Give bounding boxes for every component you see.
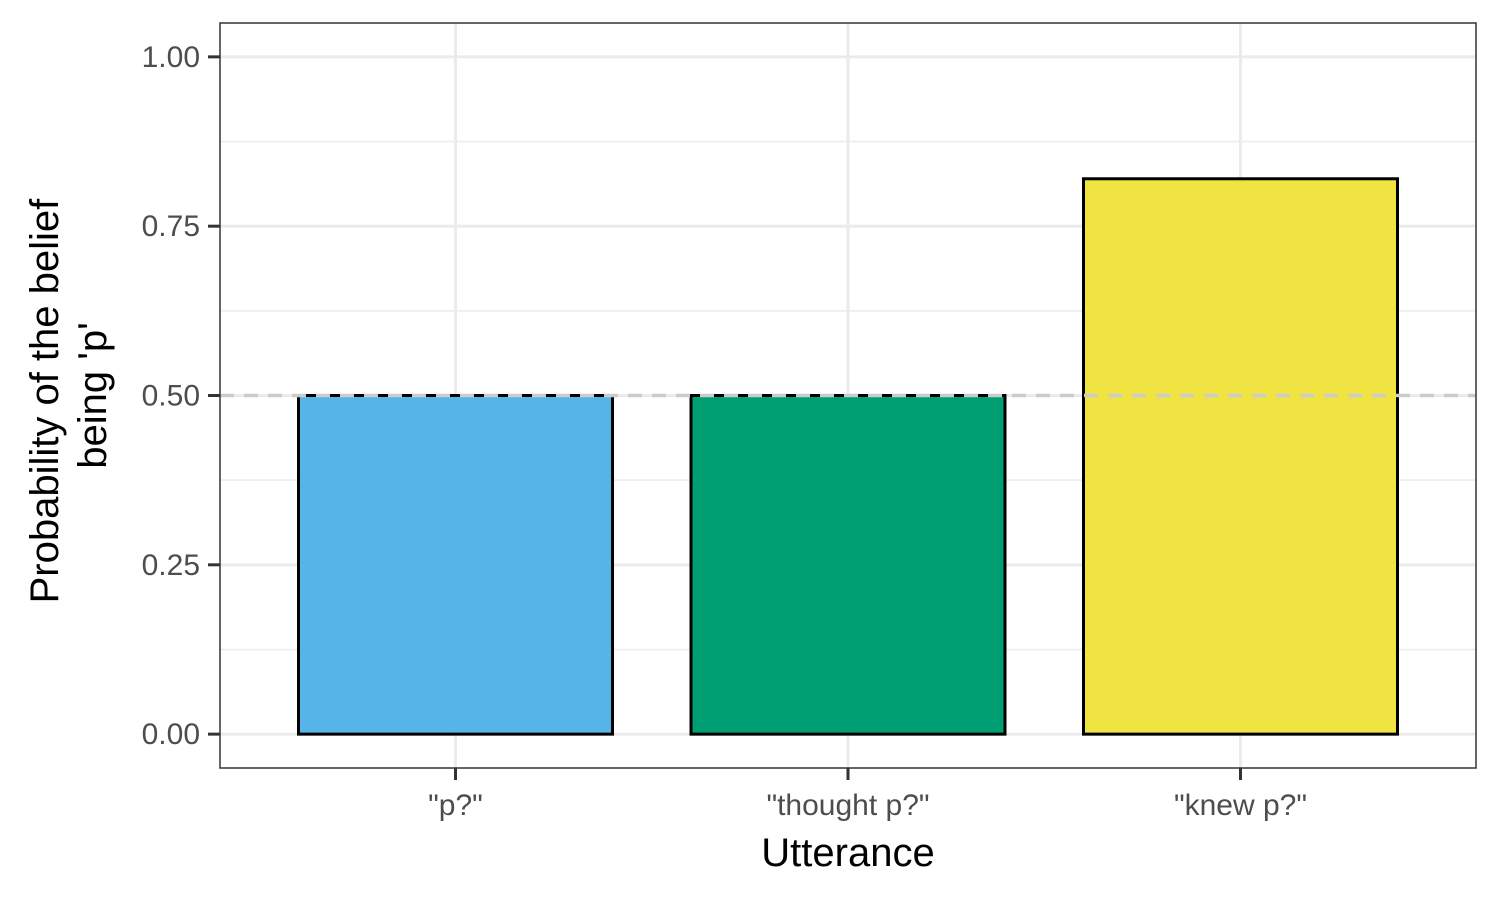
x-tick-label: "p?" [428,789,483,822]
y-tick-label: 0.75 [142,210,200,243]
y-axis-title: Probability of the belief being 'p' [23,188,115,604]
y-axis: 0.00 0.25 0.50 0.75 1.00 [142,41,220,751]
y-axis-title-line-2: being 'p' [71,322,115,469]
bars [297,177,1399,736]
x-axis-title: Utterance [761,831,934,875]
y-tick-label: 1.00 [142,41,200,74]
x-axis: "p?" "thought p?" "knew p?" [428,768,1307,822]
y-tick-label: 0.50 [142,380,200,413]
y-axis-title-line-1: Probability of the belief [23,198,67,604]
y-tick-label: 0.00 [142,718,200,751]
bar [297,394,614,736]
x-tick-label: "knew p?" [1174,789,1307,822]
x-tick-label: "thought p?" [766,789,929,822]
bar [689,394,1007,736]
bar [1082,177,1399,736]
y-tick-label: 0.25 [142,549,200,582]
